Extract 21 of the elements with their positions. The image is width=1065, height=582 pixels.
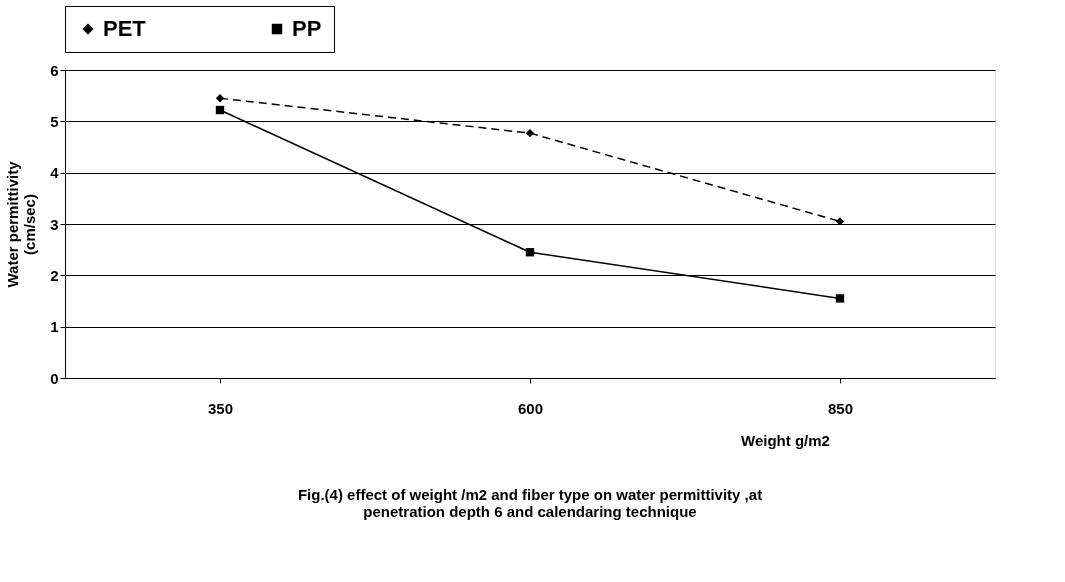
y-tick-label: 0 (50, 369, 59, 387)
point (525, 248, 535, 257)
y-tick-label: 5 (50, 112, 59, 130)
point (525, 128, 535, 138)
x-tick-label: 600 (517, 399, 544, 417)
y-tick-label: 2 (50, 266, 59, 284)
legend-label: PP (292, 16, 322, 41)
y-tick-label: 1 (50, 318, 59, 336)
point (215, 94, 225, 103)
text: Fig.(4) effect of weight /m2 and fiber type on water permittivity ,at penetration depth 6 and calendaring technique (297, 486, 763, 520)
point (835, 217, 845, 226)
point (215, 105, 225, 115)
y-tick-label: 4 (50, 164, 60, 182)
y-tick-label: 6 (50, 61, 59, 79)
legend-label: PET (103, 16, 147, 41)
y-tick-label: 3 (50, 215, 59, 233)
x-tick-label: 850 (827, 399, 854, 417)
point (835, 294, 845, 303)
y-axis-title: Water permittivity (cm/sec) (4, 160, 39, 288)
x-tick-label: 350 (207, 399, 234, 417)
x-axis-title: Weight g/m2 (741, 431, 830, 449)
